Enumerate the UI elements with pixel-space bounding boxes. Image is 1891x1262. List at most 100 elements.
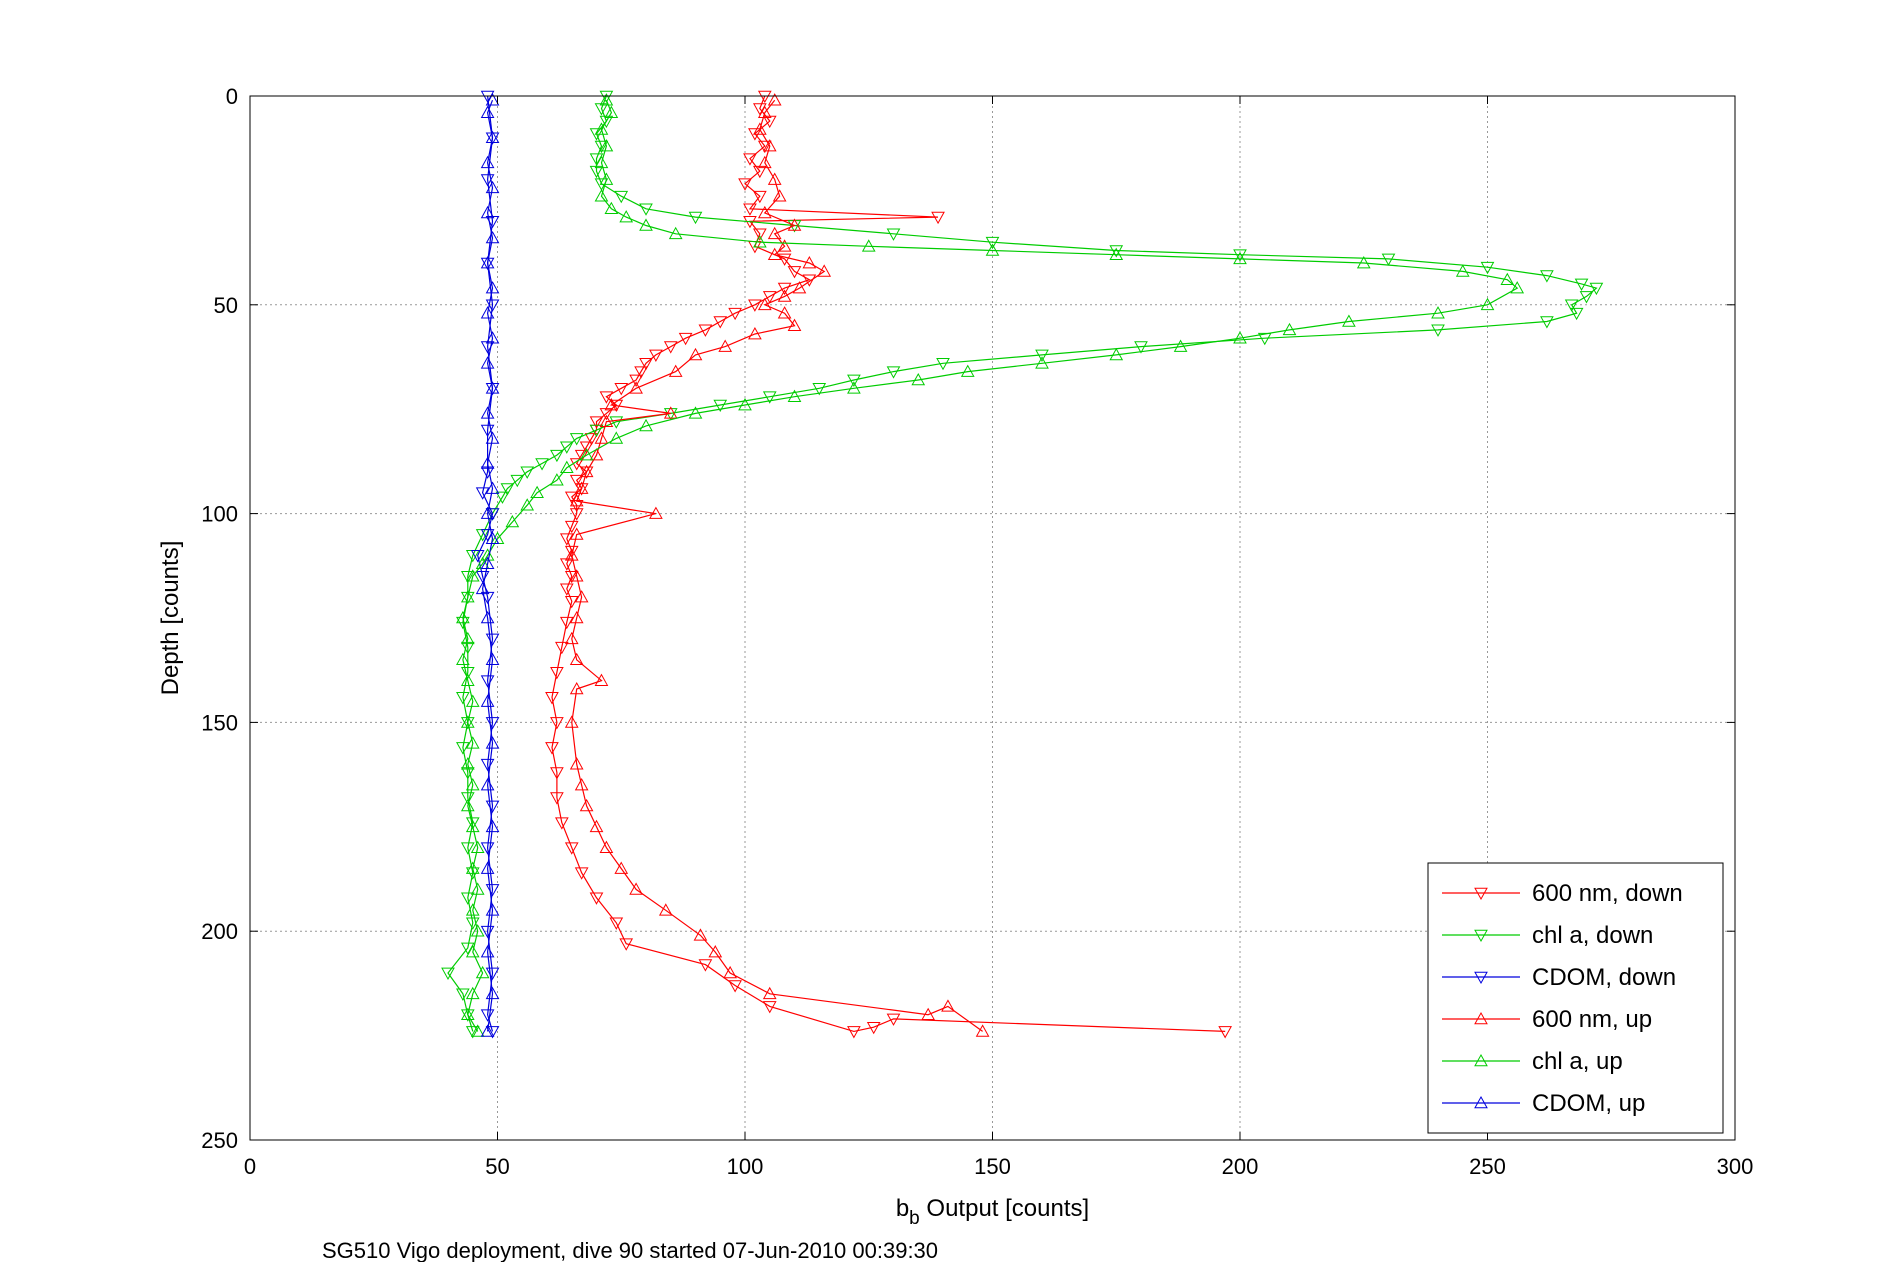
data-point (604, 397, 619, 411)
data-point (569, 610, 584, 624)
data-point (460, 715, 475, 728)
data-point (460, 590, 475, 603)
data-point (847, 1026, 861, 1039)
data-point (639, 418, 653, 432)
series-line (571, 99, 983, 1032)
data-point (495, 491, 510, 504)
x-tick-label: 100 (727, 1154, 764, 1179)
data-point (485, 431, 500, 444)
data-point (485, 132, 500, 145)
data-point (485, 93, 500, 106)
data-point (579, 448, 594, 461)
data-point (480, 466, 495, 479)
data-point (1282, 322, 1297, 336)
data-point (886, 228, 901, 241)
data-point (772, 189, 787, 202)
data-point (787, 218, 802, 231)
data-point (550, 666, 564, 680)
data-point (485, 903, 500, 916)
data-point (480, 257, 495, 271)
data-point (743, 203, 757, 216)
data-point (931, 211, 945, 225)
data-point (663, 341, 678, 354)
data-point (480, 90, 495, 104)
data-point (564, 715, 579, 728)
data-point (574, 590, 589, 603)
x-axis-label: bb Output [counts] (896, 1195, 1089, 1229)
data-point (599, 93, 614, 106)
y-tick-label: 0 (226, 84, 238, 109)
data-point (861, 239, 876, 252)
data-point (1035, 349, 1049, 362)
data-point (465, 986, 480, 1000)
data-point (639, 203, 653, 216)
data-point (1574, 278, 1589, 291)
legend-item: CDOM, up (1442, 1090, 1645, 1117)
data-point (480, 842, 495, 855)
data-point (530, 485, 544, 499)
data-point (460, 942, 475, 955)
data-point (465, 694, 480, 707)
data-point (614, 190, 629, 204)
data-point (589, 892, 604, 905)
data-point (569, 508, 584, 521)
y-tick-label: 250 (201, 1128, 238, 1153)
data-point (441, 967, 455, 980)
data-point (753, 235, 767, 248)
data-point (812, 383, 827, 396)
data-point (559, 583, 574, 596)
data-point (985, 243, 1000, 256)
data-point (767, 247, 782, 260)
x-tick-label: 50 (485, 1154, 509, 1179)
series-4 (456, 93, 1525, 1037)
x-tick-label: 200 (1222, 1154, 1259, 1179)
data-point (1500, 272, 1515, 286)
data-point (847, 381, 861, 394)
data-point (550, 792, 564, 805)
data-point (465, 819, 480, 833)
data-point (545, 692, 559, 705)
data-point (728, 980, 742, 993)
data-point (569, 569, 584, 582)
chart-caption: SG510 Vigo deployment, dive 90 started 0… (322, 1238, 938, 1262)
data-point (1431, 306, 1445, 319)
data-point (713, 399, 728, 413)
data-point (460, 798, 475, 812)
data-point (619, 938, 634, 951)
legend-item: chl a, up (1442, 1048, 1623, 1075)
data-point (1356, 256, 1371, 269)
data-point (787, 266, 802, 279)
data-point (1579, 291, 1594, 304)
legend-swatch-marker (1474, 971, 1488, 985)
data-point (936, 357, 950, 371)
data-point (465, 1026, 480, 1039)
data-point (465, 945, 480, 958)
data-point (723, 965, 737, 979)
data-point (777, 289, 792, 302)
data-point (480, 925, 495, 939)
y-tick-label: 50 (214, 293, 238, 318)
x-axis-label-main: b (896, 1195, 909, 1222)
data-point (757, 297, 772, 311)
data-point (748, 299, 762, 312)
data-point (480, 758, 495, 772)
data-point (465, 817, 480, 830)
data-point (594, 140, 609, 154)
data-point (470, 840, 485, 853)
data-point (1257, 332, 1272, 346)
data-point (465, 569, 480, 582)
data-point (564, 631, 579, 645)
legend-item: CDOM, down (1442, 964, 1676, 991)
data-point (485, 652, 500, 666)
legend-swatch-marker (1474, 1053, 1488, 1067)
data-point (1431, 324, 1445, 337)
data-point (1540, 316, 1554, 329)
data-point (480, 306, 495, 319)
data-point (619, 210, 634, 223)
legend-item: 600 nm, up (1442, 1006, 1652, 1033)
data-point (1569, 307, 1584, 321)
series-line (481, 99, 494, 1032)
data-point (485, 986, 500, 1000)
data-point (594, 673, 609, 686)
data-point (480, 675, 495, 688)
